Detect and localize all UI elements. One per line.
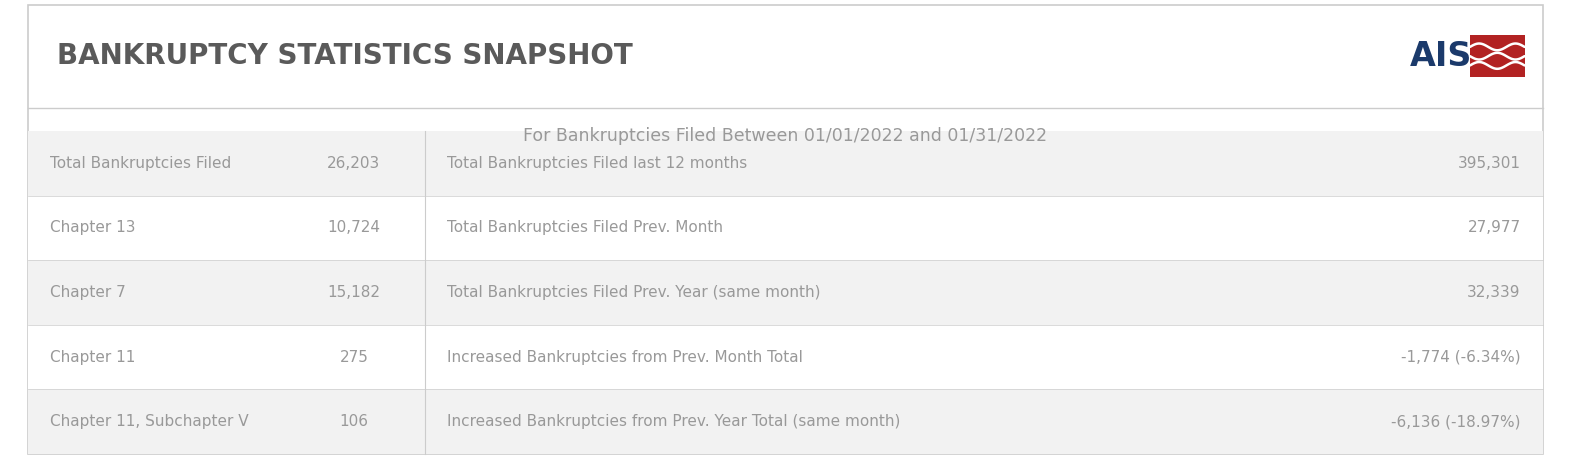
Text: 106: 106 xyxy=(339,414,368,429)
Text: Total Bankruptcies Filed Prev. Year (same month): Total Bankruptcies Filed Prev. Year (sam… xyxy=(448,285,820,300)
Text: Increased Bankruptcies from Prev. Year Total (same month): Increased Bankruptcies from Prev. Year T… xyxy=(448,414,900,429)
Text: Chapter 11: Chapter 11 xyxy=(50,350,135,365)
Text: AIS: AIS xyxy=(1409,40,1472,73)
Text: 26,203: 26,203 xyxy=(327,156,380,171)
Text: 27,977: 27,977 xyxy=(1467,220,1521,235)
Bar xyxy=(28,131,426,196)
Text: 10,724: 10,724 xyxy=(327,220,380,235)
Text: BANKRUPTCY STATISTICS SNAPSHOT: BANKRUPTCY STATISTICS SNAPSHOT xyxy=(57,42,632,70)
Text: 395,301: 395,301 xyxy=(1458,156,1521,171)
Text: -6,136 (-18.97%): -6,136 (-18.97%) xyxy=(1392,414,1521,429)
Text: Chapter 13: Chapter 13 xyxy=(50,220,135,235)
Bar xyxy=(28,325,426,389)
Text: Increased Bankruptcies from Prev. Month Total: Increased Bankruptcies from Prev. Month … xyxy=(448,350,803,365)
Text: 15,182: 15,182 xyxy=(327,285,380,300)
Bar xyxy=(426,389,1543,454)
Bar xyxy=(28,260,426,325)
Bar xyxy=(426,131,1543,196)
Bar xyxy=(28,389,426,454)
Bar xyxy=(426,196,1543,260)
Bar xyxy=(426,260,1543,325)
Text: 275: 275 xyxy=(339,350,368,365)
Text: 32,339: 32,339 xyxy=(1467,285,1521,300)
Text: Chapter 11, Subchapter V: Chapter 11, Subchapter V xyxy=(50,414,248,429)
Bar xyxy=(28,196,426,260)
Text: Chapter 7: Chapter 7 xyxy=(50,285,126,300)
Text: -1,774 (-6.34%): -1,774 (-6.34%) xyxy=(1401,350,1521,365)
Text: For Bankruptcies Filed Between 01/01/2022 and 01/31/2022: For Bankruptcies Filed Between 01/01/202… xyxy=(523,127,1048,145)
Bar xyxy=(1470,35,1524,77)
Text: Total Bankruptcies Filed Prev. Month: Total Bankruptcies Filed Prev. Month xyxy=(448,220,723,235)
Bar xyxy=(426,325,1543,389)
Text: Total Bankruptcies Filed last 12 months: Total Bankruptcies Filed last 12 months xyxy=(448,156,748,171)
Text: Total Bankruptcies Filed: Total Bankruptcies Filed xyxy=(50,156,231,171)
